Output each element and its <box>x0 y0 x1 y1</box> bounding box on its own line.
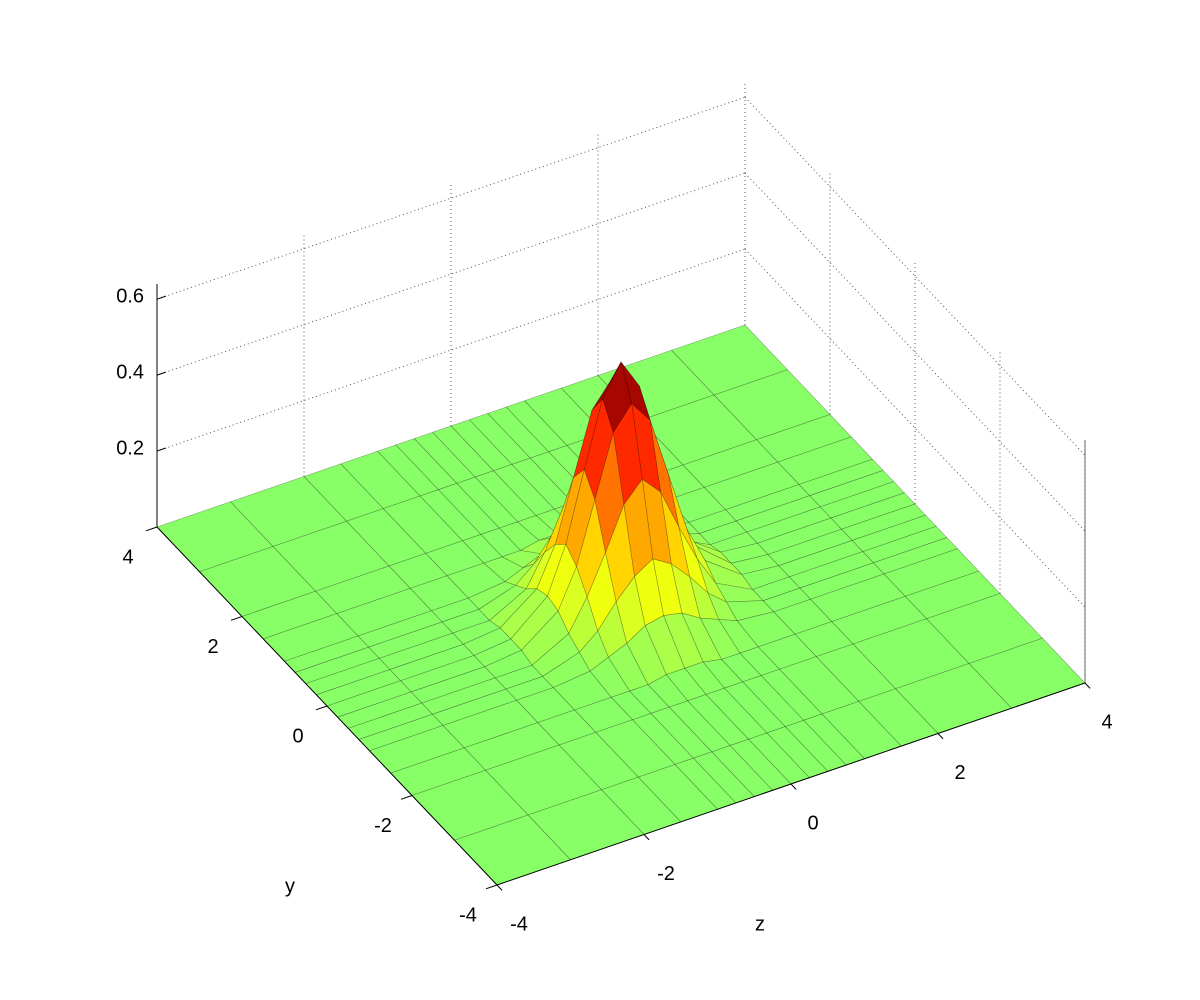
surface-facet <box>688 509 737 534</box>
surface-facet <box>510 595 559 651</box>
x-tick-label: 2 <box>954 762 965 784</box>
surface-facet <box>713 369 831 441</box>
y-tick-label: -2 <box>374 815 392 837</box>
surface-facet <box>531 633 580 677</box>
surface-facet <box>620 361 651 421</box>
surface-facet <box>725 600 775 622</box>
surface-facet <box>819 481 905 519</box>
y-tick <box>145 526 158 532</box>
z-tick <box>156 295 166 300</box>
x-tick-label: 4 <box>1101 711 1112 733</box>
surface-facet <box>409 575 469 612</box>
surface-facet <box>602 361 632 434</box>
surface-facet <box>715 582 764 603</box>
x-tick-label: -2 <box>657 863 675 885</box>
x-tick <box>643 834 650 841</box>
surface-facet <box>741 565 790 590</box>
surface-facet <box>698 520 748 546</box>
y-tick <box>315 705 328 711</box>
grid-line <box>156 172 746 376</box>
y-tick <box>230 616 243 621</box>
y-tick-label: 4 <box>122 546 133 568</box>
surface-facet <box>809 470 895 508</box>
z-tick <box>156 447 166 452</box>
y-axis-label: y <box>285 875 295 897</box>
surface-facet <box>505 400 568 453</box>
y-tick-label: -4 <box>459 904 477 926</box>
z-tick-label: 0.6 <box>116 285 144 307</box>
surface-facet <box>730 554 780 575</box>
x-tick <box>496 884 503 891</box>
y-tick <box>485 884 498 890</box>
surface-facet <box>542 651 591 688</box>
x-tick <box>937 733 944 740</box>
grid-line <box>156 96 746 300</box>
surface-facet <box>724 484 811 522</box>
x-tick-label: 0 <box>807 812 818 834</box>
surface-facet <box>612 402 643 506</box>
surface-facet <box>762 587 812 613</box>
surface-facet <box>520 610 570 666</box>
y-tick-label: 0 <box>292 725 303 747</box>
y-tick-label: 2 <box>207 636 218 658</box>
surface-facet <box>583 397 614 501</box>
x-tick <box>790 783 797 790</box>
y-tick <box>400 795 413 800</box>
surface-facet <box>798 458 884 497</box>
x-tick <box>1084 682 1091 689</box>
surface-facet <box>751 576 801 602</box>
x-axis-label: z <box>755 913 765 935</box>
surface-facet <box>720 542 769 564</box>
x-tick-label: -4 <box>510 913 528 935</box>
surface-facet <box>631 402 662 493</box>
surface-facet <box>446 562 506 599</box>
surface-facet <box>704 560 754 590</box>
z-tick-label: 0.4 <box>116 361 144 383</box>
surface-facet <box>425 540 485 577</box>
surface-facet <box>388 553 448 589</box>
z-tick <box>156 371 166 376</box>
z-tick-label: 0.2 <box>116 437 144 459</box>
